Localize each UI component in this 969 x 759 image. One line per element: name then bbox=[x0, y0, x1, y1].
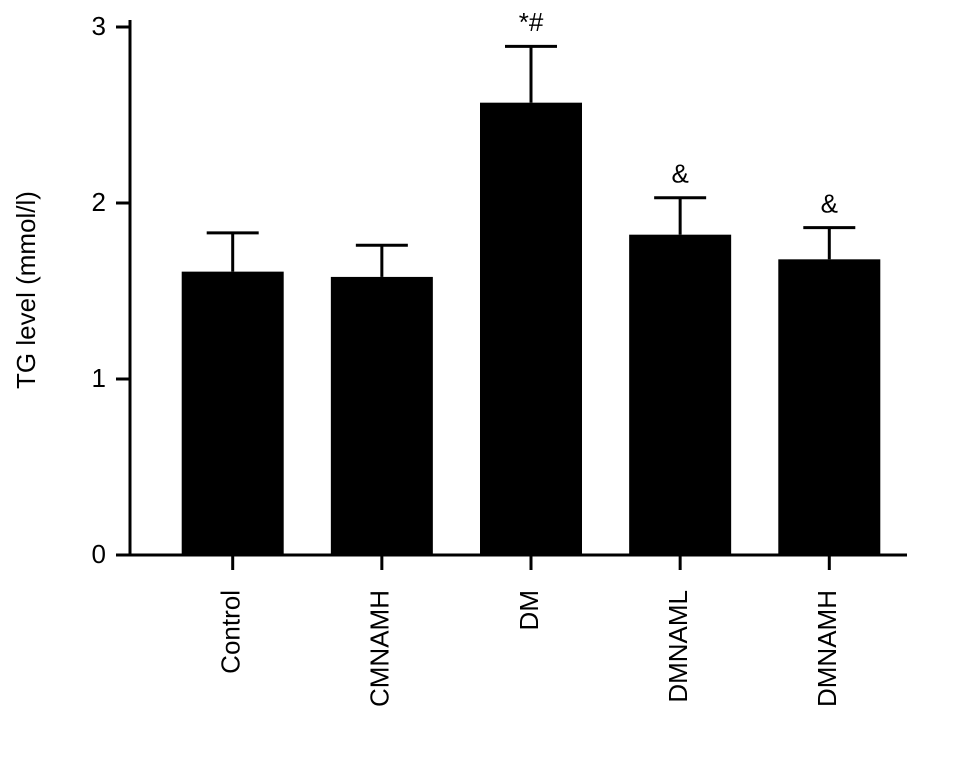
y-tick-label: 3 bbox=[92, 11, 106, 41]
bar bbox=[629, 234, 732, 555]
bar bbox=[778, 259, 881, 555]
x-tick-label: Control bbox=[216, 590, 246, 674]
x-tick-label: DMNAMH bbox=[812, 590, 842, 707]
bar bbox=[181, 271, 284, 555]
x-tick-label: DMNAML bbox=[663, 590, 693, 703]
y-tick-label: 1 bbox=[92, 363, 106, 393]
annotation: *# bbox=[519, 7, 544, 37]
y-tick-label: 2 bbox=[92, 187, 106, 217]
bar bbox=[330, 276, 433, 555]
x-tick-label: CMNAMH bbox=[365, 590, 395, 707]
x-tick-label: DM bbox=[514, 590, 544, 630]
y-axis-label: TG level (mmol/l) bbox=[11, 191, 41, 389]
annotation: & bbox=[821, 189, 838, 219]
bar bbox=[480, 102, 582, 556]
y-tick-label: 0 bbox=[92, 539, 106, 569]
annotation: & bbox=[671, 159, 688, 189]
